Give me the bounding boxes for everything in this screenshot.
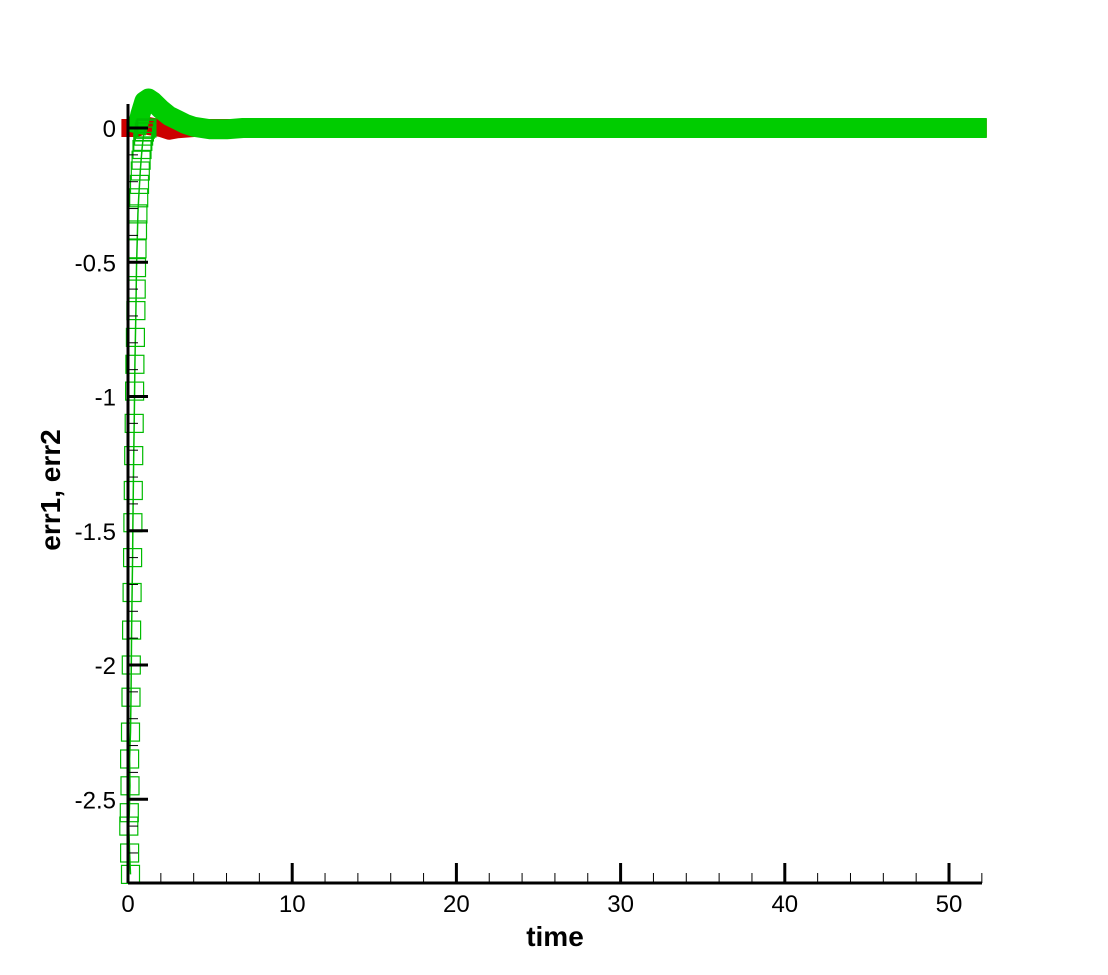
y-tick-label: -1.5: [75, 519, 116, 546]
series-3-marker: [119, 843, 140, 863]
y-axis-title: err1, err2: [35, 429, 66, 550]
series-3-marker: [124, 381, 145, 401]
x-tick-label: 10: [279, 891, 306, 918]
y-tick-label: -0.5: [75, 250, 116, 277]
series-3-marker: [125, 354, 145, 374]
series-3-line: [128, 127, 147, 875]
series-3-marker: [124, 446, 144, 466]
series-3-marker: [121, 687, 141, 707]
series-2-line: [126, 88, 987, 140]
series-3-marker: [120, 776, 140, 796]
series-3-marker: [121, 620, 142, 640]
x-tick-label: 30: [607, 891, 634, 918]
series-3-marker: [122, 582, 142, 603]
x-axis-title: time: [526, 921, 584, 952]
series-3-marker: [120, 722, 141, 742]
series-3-marker: [129, 174, 150, 194]
x-tick-label: 50: [936, 891, 963, 918]
series-3-marker: [134, 122, 154, 142]
y-tick-label: -2.5: [75, 787, 116, 814]
x-tick-label: 0: [121, 891, 134, 918]
series-3-marker: [131, 150, 151, 170]
series-3-marker: [124, 413, 144, 433]
series-3-marker: [130, 161, 150, 181]
series-3-marker: [122, 547, 143, 568]
axes: 0 10 20 30 40 50 0 -0.5 -1 -1.5 -2 -2.5: [75, 104, 983, 918]
series-3-marker: [123, 480, 143, 501]
series-3-marker: [119, 749, 140, 769]
y-tick-label: -2: [95, 653, 116, 680]
y-tick-label: 0: [103, 116, 116, 143]
series-3-marker: [125, 327, 146, 347]
x-tick-label: 40: [771, 891, 798, 918]
series-3-marker: [129, 188, 149, 208]
plot-marks: [119, 88, 987, 885]
y-tick-label: -1: [95, 385, 116, 412]
x-tick-label: 20: [443, 891, 470, 918]
